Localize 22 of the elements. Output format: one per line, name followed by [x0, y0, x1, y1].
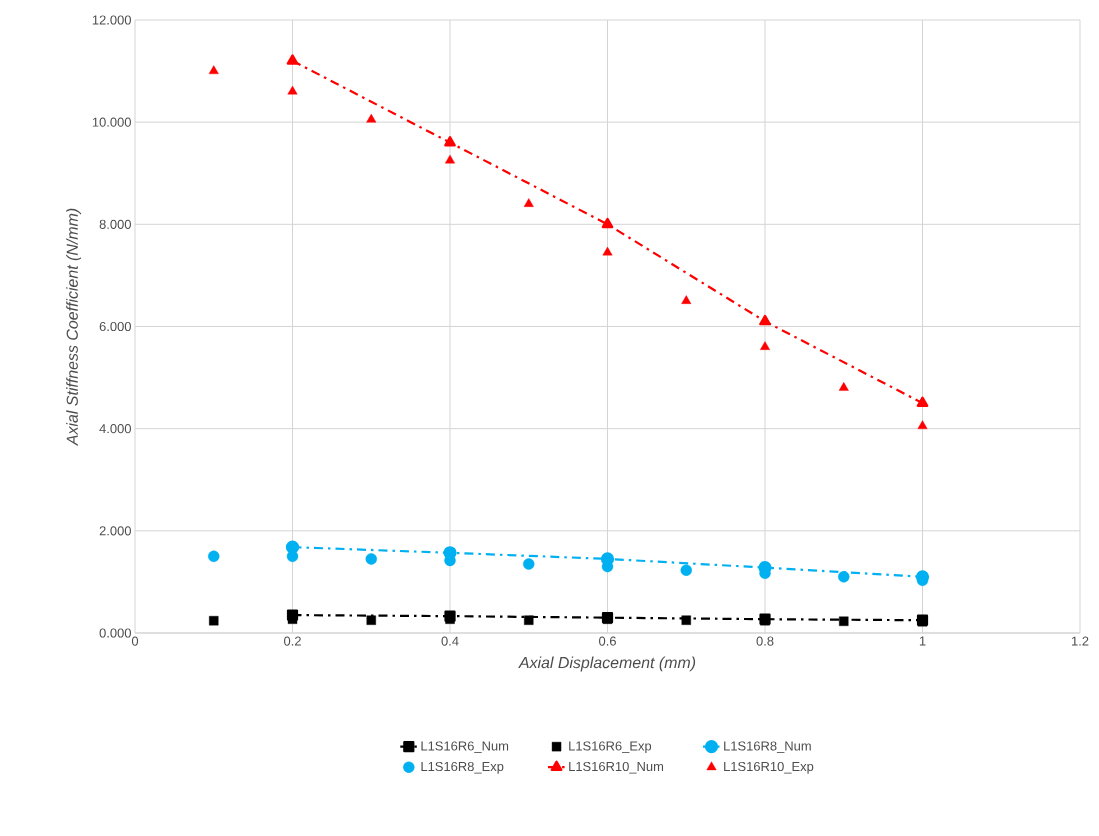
- y-tick-label: 10.000: [92, 117, 131, 127]
- legend-label: L1S16R6_Exp: [569, 741, 652, 754]
- legend-label: L1S16R10_Exp: [724, 761, 814, 774]
- y-tick-label: 8.000: [99, 219, 131, 229]
- y-tick-label: 0.000: [99, 628, 131, 638]
- y-tick-label: 2.000: [99, 526, 131, 536]
- legend-label: L1S16R6_Num: [421, 741, 509, 753]
- y-axis-title: Axial Stiffness Coefficient (N/mm): [66, 208, 82, 446]
- y-tick-label: 12.000: [92, 15, 131, 25]
- x-tick-label: 1.2: [1071, 636, 1089, 646]
- y-tick-label: 6.000: [99, 321, 131, 332]
- x-tick-label: 0.4: [441, 636, 459, 646]
- x-tick-label: 1: [919, 636, 926, 646]
- y-tick-label: 4.000: [99, 424, 131, 434]
- x-tick-label: 0: [131, 636, 139, 646]
- legend-label: L1S16R10_Num: [569, 761, 664, 774]
- x-axis-title: Axial Displacement (mm): [518, 656, 696, 672]
- legend-label: L1S16R8_Num: [724, 741, 811, 753]
- x-tick-label: 0.6: [599, 636, 616, 646]
- x-tick-label: 0.8: [756, 636, 774, 646]
- x-tick-label: 0.2: [284, 636, 301, 646]
- legend-label: L1S16R8_Exp: [421, 761, 504, 774]
